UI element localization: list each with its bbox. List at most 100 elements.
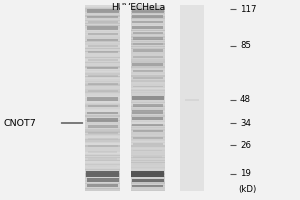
Bar bbox=[130, 127, 165, 128]
Bar bbox=[85, 180, 120, 182]
Bar bbox=[130, 50, 165, 51]
Bar bbox=[130, 43, 165, 45]
Bar bbox=[130, 129, 165, 131]
Bar bbox=[130, 178, 165, 179]
Bar bbox=[85, 62, 120, 63]
Bar bbox=[130, 30, 165, 31]
Bar bbox=[85, 140, 120, 142]
Bar bbox=[85, 96, 120, 98]
Bar bbox=[85, 173, 120, 175]
Bar bbox=[130, 136, 165, 138]
Bar bbox=[85, 164, 120, 165]
Bar bbox=[85, 34, 120, 35]
Bar bbox=[88, 151, 117, 153]
Bar bbox=[130, 34, 165, 35]
Bar bbox=[85, 152, 120, 154]
Bar bbox=[85, 115, 120, 117]
Bar bbox=[130, 17, 165, 19]
Bar bbox=[133, 37, 163, 40]
Bar bbox=[87, 118, 118, 122]
Bar bbox=[85, 105, 120, 107]
Bar bbox=[130, 90, 165, 91]
Bar bbox=[85, 37, 120, 38]
Bar bbox=[133, 77, 163, 79]
Bar bbox=[132, 179, 164, 182]
Bar bbox=[88, 145, 118, 147]
Bar bbox=[85, 110, 120, 112]
Bar bbox=[85, 145, 120, 147]
Bar bbox=[130, 111, 165, 112]
Bar bbox=[132, 26, 163, 29]
Bar bbox=[85, 71, 120, 72]
Bar bbox=[130, 132, 165, 133]
Bar bbox=[87, 184, 118, 187]
Bar bbox=[85, 18, 120, 19]
Bar bbox=[85, 54, 120, 56]
Bar bbox=[85, 183, 120, 184]
Bar bbox=[130, 36, 165, 38]
Bar bbox=[88, 138, 118, 140]
Bar bbox=[85, 5, 120, 191]
Bar bbox=[130, 152, 165, 154]
Bar bbox=[87, 112, 118, 114]
Bar bbox=[85, 122, 120, 124]
Bar bbox=[132, 15, 163, 18]
Bar bbox=[85, 89, 120, 91]
Bar bbox=[130, 92, 165, 93]
Bar bbox=[130, 182, 165, 184]
Bar bbox=[130, 139, 165, 140]
Bar bbox=[85, 109, 120, 110]
Bar bbox=[88, 132, 118, 134]
Bar bbox=[130, 59, 165, 61]
Bar bbox=[85, 99, 120, 100]
Bar bbox=[133, 104, 163, 107]
Bar bbox=[85, 10, 120, 12]
Bar bbox=[85, 53, 120, 54]
Bar bbox=[85, 155, 120, 156]
Bar bbox=[85, 161, 120, 163]
Bar bbox=[132, 96, 164, 100]
Bar bbox=[85, 129, 120, 131]
Bar bbox=[132, 185, 163, 187]
Bar bbox=[130, 82, 165, 84]
Bar bbox=[130, 48, 165, 49]
Bar bbox=[130, 75, 165, 77]
Text: CNOT7: CNOT7 bbox=[3, 118, 36, 128]
Bar bbox=[165, 5, 180, 191]
Bar bbox=[85, 84, 120, 86]
Bar bbox=[85, 127, 120, 128]
Bar bbox=[130, 125, 165, 126]
Bar bbox=[130, 71, 165, 72]
Bar bbox=[132, 124, 163, 126]
Bar bbox=[130, 22, 165, 24]
Bar bbox=[85, 134, 120, 135]
Bar bbox=[130, 66, 165, 68]
Bar bbox=[133, 70, 163, 72]
Bar bbox=[130, 133, 165, 135]
Bar bbox=[88, 105, 118, 107]
Bar bbox=[130, 118, 165, 119]
Bar bbox=[88, 45, 118, 47]
Bar bbox=[85, 118, 120, 119]
Bar bbox=[88, 125, 118, 128]
Text: (kD): (kD) bbox=[238, 185, 257, 194]
Bar bbox=[87, 39, 118, 41]
Bar bbox=[87, 97, 118, 101]
Bar bbox=[85, 136, 120, 138]
Bar bbox=[85, 166, 120, 168]
Bar bbox=[130, 157, 165, 158]
Bar bbox=[85, 101, 120, 103]
Bar bbox=[87, 26, 118, 30]
Bar bbox=[87, 178, 119, 182]
Bar bbox=[130, 106, 165, 107]
Bar bbox=[180, 5, 204, 191]
Bar bbox=[130, 162, 165, 163]
Bar bbox=[130, 80, 165, 82]
Bar bbox=[85, 169, 120, 170]
Bar bbox=[85, 41, 120, 42]
Bar bbox=[85, 91, 120, 93]
Bar bbox=[185, 99, 199, 101]
Bar bbox=[87, 9, 119, 13]
Bar bbox=[85, 150, 120, 151]
Bar bbox=[85, 113, 120, 114]
